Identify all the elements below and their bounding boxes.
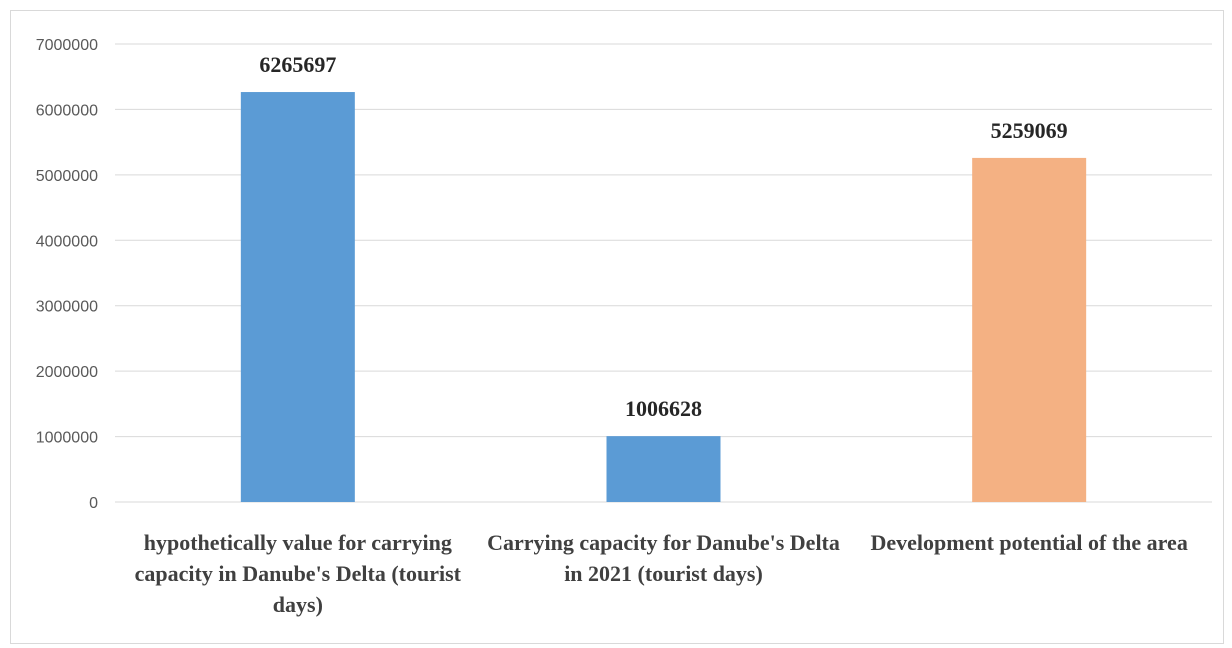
data-label: 1006628 [625, 396, 702, 421]
data-label: 6265697 [259, 52, 336, 77]
data-labels: 6265697 1006628 5259069 [259, 52, 1067, 421]
x-tick-label: hypothetically value for carrying [144, 530, 452, 555]
x-tick-label: Development potential of the area [871, 530, 1188, 555]
y-tick-label: 4000000 [36, 233, 98, 250]
x-tick-label: Carrying capacity for Danube's Delta [487, 530, 840, 555]
y-tick-label: 3000000 [36, 299, 98, 316]
y-axis-ticks: 0 1000000 2000000 3000000 4000000 5000000 6000… [36, 37, 98, 512]
bar [606, 436, 721, 502]
y-tick-label: 7000000 [36, 37, 98, 54]
x-tick-label: in 2021 (tourist days) [564, 561, 763, 586]
x-axis-labels: hypothetically value for carrying capacit… [135, 530, 1188, 617]
data-label: 5259069 [991, 118, 1068, 143]
x-tick-label: days) [273, 592, 323, 617]
y-tick-label: 1000000 [36, 430, 98, 447]
y-tick-label: 2000000 [36, 364, 98, 381]
y-tick-label: 0 [89, 495, 98, 512]
x-tick-label: capacity in Danube's Delta (tourist [135, 561, 462, 586]
bars [240, 92, 1087, 503]
bar [972, 157, 1087, 503]
y-tick-label: 5000000 [36, 168, 98, 185]
y-tick-label: 6000000 [36, 102, 98, 119]
bar [240, 92, 355, 502]
